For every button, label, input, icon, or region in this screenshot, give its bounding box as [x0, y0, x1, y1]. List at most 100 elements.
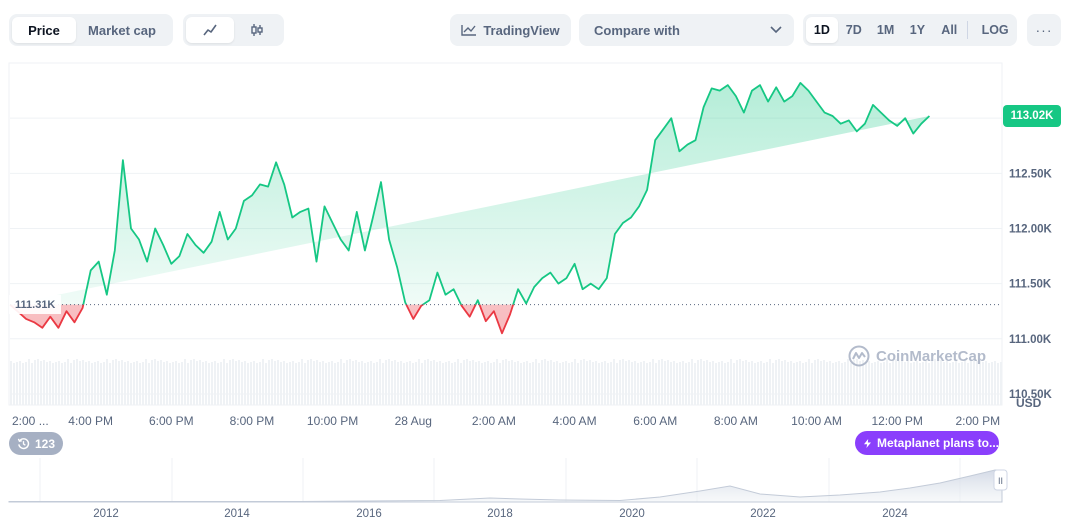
- range-1m[interactable]: 1M: [876, 23, 895, 37]
- volume-bar: [97, 361, 99, 405]
- volume-bar: [925, 359, 927, 405]
- volume-bar: [667, 360, 669, 405]
- events-badge[interactable]: 123: [9, 432, 64, 455]
- volume-bar: [826, 362, 828, 405]
- volume-bar: [613, 359, 615, 405]
- volume-bar: [577, 363, 579, 405]
- volume-bar: [313, 361, 315, 405]
- y-axis-labels: 113.00K112.50K112.00K111.50K111.00K110.5…: [1009, 113, 1053, 401]
- volume-bar: [190, 360, 192, 405]
- chevron-down-icon: [770, 26, 782, 34]
- history-navigator[interactable]: 2012 2014 2016 2018 2020 2022 2024 II: [0, 458, 1073, 527]
- navigator-year-labels: 2012 2014 2016 2018 2020 2022 2024: [93, 508, 908, 520]
- volume-bar: [496, 359, 498, 405]
- volume-bar: [25, 362, 27, 405]
- volume-bar: [520, 363, 522, 405]
- volume-bar: [478, 361, 480, 405]
- volume-bar: [292, 361, 294, 405]
- volume-bar: [316, 360, 318, 405]
- volume-bar: [679, 362, 681, 405]
- history-icon: [17, 438, 30, 450]
- volume-bar: [100, 363, 102, 405]
- volume-bar: [904, 362, 906, 405]
- volume-bar: [364, 363, 366, 405]
- volume-bar: [247, 363, 249, 405]
- volume-bar: [964, 359, 966, 405]
- volume-bar: [406, 362, 408, 405]
- market-cap-tab[interactable]: Market cap: [88, 22, 156, 38]
- volume-bar: [259, 362, 261, 405]
- volume-bar: [199, 360, 201, 405]
- navigator-handle[interactable]: II: [993, 469, 1008, 491]
- price-tab[interactable]: Price: [12, 17, 76, 43]
- log-scale-toggle[interactable]: LOG: [981, 23, 1009, 37]
- volume-bar: [289, 362, 291, 405]
- tradingview-button[interactable]: TradingView: [450, 14, 571, 46]
- news-event-badge[interactable]: Metaplanet plans to...: [855, 431, 999, 455]
- candlestick-icon: [251, 24, 263, 36]
- volume-bar: [559, 363, 561, 405]
- volume-bar: [481, 363, 483, 405]
- volume-bar: [370, 361, 372, 405]
- volume-bar: [703, 361, 705, 405]
- volume-bar: [319, 362, 321, 405]
- volume-bar: [766, 362, 768, 405]
- volume-bar: [889, 363, 891, 405]
- x-tick-label: 12:00 PM: [871, 414, 922, 428]
- volume-bar: [427, 359, 429, 405]
- volume-bar: [538, 363, 540, 405]
- volume-bar: [136, 361, 138, 405]
- x-tick-label: 4:00 AM: [553, 414, 597, 428]
- volume-bar: [712, 361, 714, 405]
- volume-bar: [493, 362, 495, 405]
- volume-bar: [142, 362, 144, 405]
- volume-bar: [544, 359, 546, 405]
- more-options-button[interactable]: ···: [1027, 14, 1061, 46]
- price-chart[interactable]: 113.00K112.50K112.00K111.50K111.00K110.5…: [0, 60, 1073, 430]
- volume-bar: [763, 363, 765, 405]
- volume-bar: [562, 362, 564, 405]
- range-all[interactable]: All: [941, 23, 958, 37]
- volume-bar: [388, 359, 390, 405]
- volume-bar: [169, 363, 171, 405]
- line-chart-button[interactable]: [186, 17, 234, 43]
- volume-bar: [901, 360, 903, 405]
- volume-bar: [835, 362, 837, 405]
- range-1d[interactable]: 1D: [806, 17, 838, 43]
- volume-bar: [373, 363, 375, 405]
- volume-bar: [541, 360, 543, 405]
- volume-bar: [298, 362, 300, 405]
- volume-bar: [943, 362, 945, 405]
- volume-bar: [271, 359, 273, 405]
- volume-bar: [412, 363, 414, 405]
- volume-bar: [859, 361, 861, 405]
- volume-bar: [922, 362, 924, 405]
- volume-bar: [460, 363, 462, 405]
- volume-bar: [214, 361, 216, 405]
- volume-bar: [85, 362, 87, 405]
- volume-bar: [160, 360, 162, 405]
- compare-with-dropdown[interactable]: Compare with: [579, 14, 794, 46]
- volume-bar: [79, 361, 81, 405]
- volume-bar: [727, 362, 729, 405]
- volume-bar: [151, 360, 153, 405]
- volume-bar: [466, 359, 468, 405]
- volume-bar: [10, 361, 12, 405]
- volume-bar: [445, 362, 447, 405]
- volume-bar: [307, 360, 309, 405]
- volume-bar: [409, 361, 411, 405]
- navigator-year-label: 2012: [93, 508, 119, 520]
- volume-bar: [601, 362, 603, 405]
- volume-bar: [244, 361, 246, 405]
- volume-bar: [634, 361, 636, 405]
- volume-bar: [514, 362, 516, 405]
- range-7d[interactable]: 7D: [845, 23, 862, 37]
- volume-bar: [778, 359, 780, 405]
- x-tick-label: 4:00 PM: [68, 414, 113, 428]
- range-1y[interactable]: 1Y: [909, 23, 926, 37]
- volume-bar: [157, 361, 159, 405]
- volume-bar: [856, 359, 858, 405]
- navigator-year-label: 2016: [356, 508, 382, 520]
- volume-bar: [697, 360, 699, 405]
- candlestick-chart-button[interactable]: [234, 17, 282, 43]
